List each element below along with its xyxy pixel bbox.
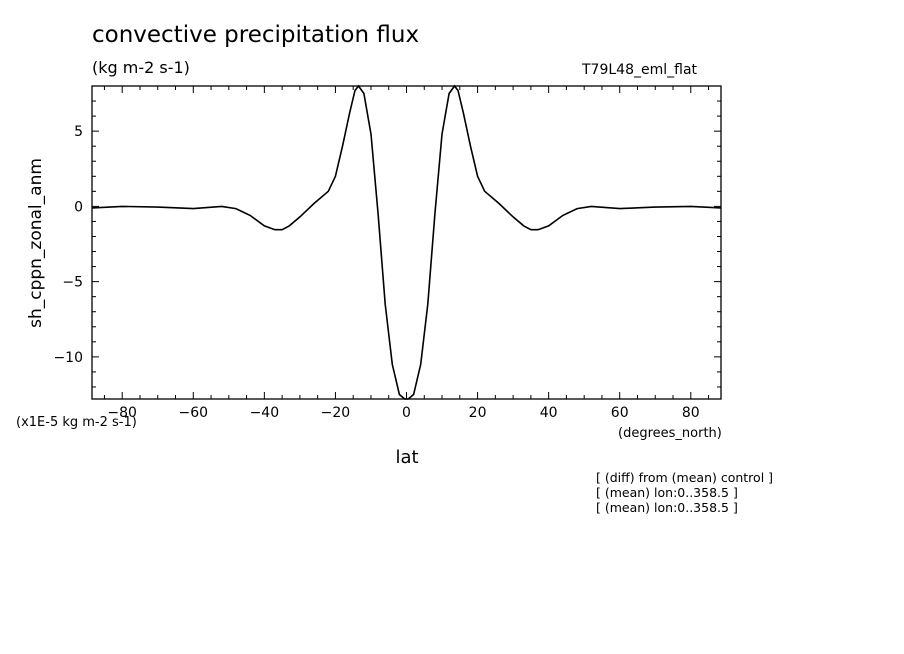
x-tick-label: 20 (469, 405, 487, 421)
run-label: T79L48_eml_flat (582, 62, 698, 78)
y-scale-note: (x1E-5 kg m-2 s-1) (16, 415, 137, 430)
x-tick-label: −60 (179, 405, 209, 421)
x-tick-label: 40 (540, 405, 558, 421)
x-tick-label: −80 (107, 405, 137, 421)
x-axis-label: lat (395, 447, 419, 468)
tick-labels: −80 −60 −40 −20 0 20 40 60 80 −10 −5 0 5 (53, 124, 699, 421)
note-line: [ (diff) from (mean) control ] (596, 470, 774, 485)
x-axis-units: (degrees_north) (618, 426, 722, 441)
notes-block: [ (diff) from (mean) control ] [ (mean) … (596, 470, 773, 515)
y-tick-label: −5 (62, 275, 83, 291)
y-tick-label: −10 (53, 350, 83, 366)
note-line: [ (mean) lon:0..358.5 ] (596, 500, 738, 515)
x-tick-label: −40 (250, 405, 280, 421)
x-tick-label: 60 (611, 405, 629, 421)
chart-title: convective precipitation flux (92, 22, 420, 48)
x-tick-label: 80 (682, 405, 700, 421)
x-tick-label: 0 (402, 405, 411, 421)
x-tick-label: −20 (321, 405, 351, 421)
note-line: [ (mean) lon:0..358.5 ] (596, 485, 738, 500)
y-tick-label: 0 (74, 199, 83, 215)
axis-ticks (92, 86, 721, 399)
chart-units: (kg m-2 s-1) (92, 58, 190, 77)
series-line (91, 84, 722, 400)
y-tick-label: 5 (74, 124, 83, 140)
plot-frame (91, 85, 722, 400)
